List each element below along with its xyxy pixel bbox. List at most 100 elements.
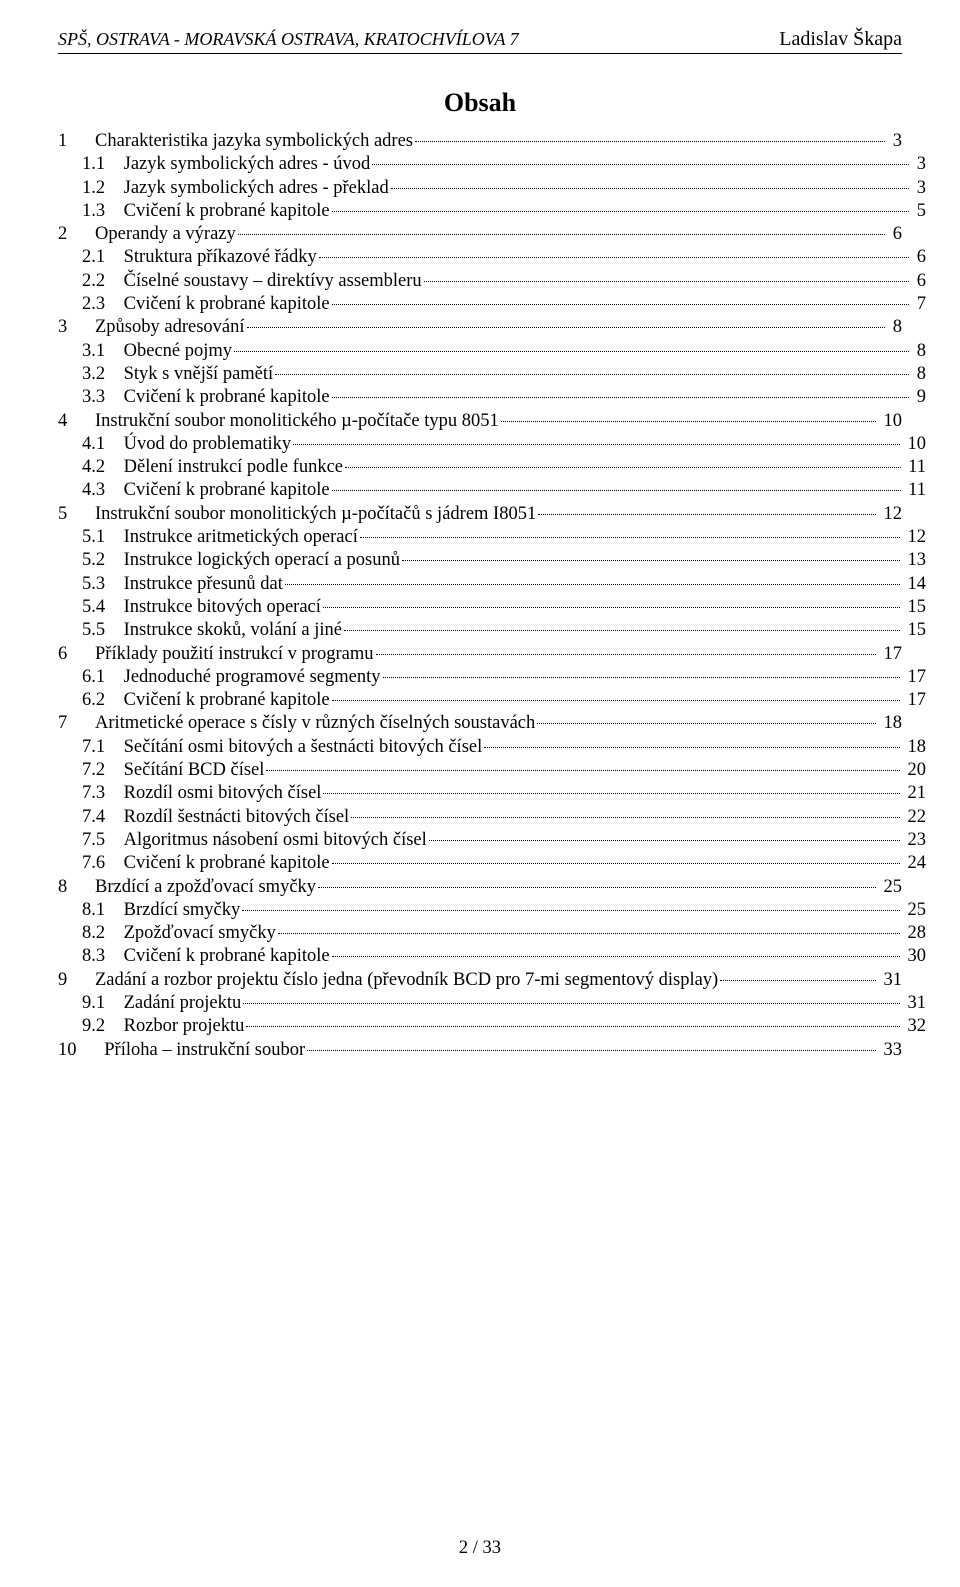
toc-text: Instrukce bitových operací: [124, 596, 321, 619]
toc-page-number: 22: [903, 806, 926, 829]
toc-page-number: 14: [903, 573, 926, 596]
toc-text: Úvod do problematiky: [124, 433, 292, 456]
toc-page-number: 8: [912, 363, 926, 386]
toc-number: 5: [58, 503, 95, 526]
toc-number: 7: [58, 712, 95, 735]
toc-leader-dots: [332, 699, 900, 701]
toc-line: 8.3 Cvičení k probrané kapitole 30: [58, 945, 926, 968]
toc-leader-dots: [332, 396, 909, 398]
toc-page-number: 30: [903, 945, 926, 968]
toc-leader-dots: [372, 163, 909, 165]
toc-page-number: 7: [912, 293, 926, 316]
toc-number: 6.1: [82, 666, 124, 689]
toc-page-number: 10: [879, 410, 902, 433]
toc-line: 5.4 Instrukce bitových operací 15: [58, 596, 926, 619]
toc-line: 5 Instrukční soubor monolitických µ-počí…: [58, 503, 902, 526]
toc-text: Cvičení k probrané kapitole: [124, 852, 330, 875]
toc-number: 7.2: [82, 759, 124, 782]
toc-text: Aritmetické operace s čísly v různých čí…: [95, 712, 535, 735]
page-footer: 2 / 33: [0, 1538, 960, 1559]
toc-page-number: 13: [903, 549, 926, 572]
toc-page-number: 12: [903, 526, 926, 549]
toc-page-number: 18: [879, 712, 902, 735]
toc-page-number: 17: [903, 689, 926, 712]
toc-leader-dots: [323, 606, 900, 608]
toc-leader-dots: [318, 886, 876, 888]
toc-leader-dots: [332, 210, 909, 212]
toc-text: Instrukce logických operací a posunů: [124, 549, 400, 572]
toc-leader-dots: [247, 326, 886, 328]
toc-leader-dots: [391, 187, 909, 189]
toc-text: Algoritmus násobení osmi bitových čísel: [124, 829, 427, 852]
toc-leader-dots: [537, 722, 876, 724]
toc-text: Dělení instrukcí podle funkce: [124, 456, 343, 479]
toc-leader-dots: [538, 513, 876, 515]
toc-page-number: 28: [903, 922, 926, 945]
toc-line: 3.3 Cvičení k probrané kapitole 9: [58, 386, 926, 409]
page: SPŠ, OSTRAVA - MORAVSKÁ OSTRAVA, KRATOCH…: [0, 0, 960, 1587]
toc-page-number: 8: [912, 340, 926, 363]
toc-page-number: 25: [879, 876, 902, 899]
toc-page-number: 33: [879, 1039, 902, 1062]
toc-line: 5.2 Instrukce logických operací a posunů…: [58, 549, 926, 572]
toc-page-number: 11: [904, 479, 926, 502]
toc-line: 3 Způsoby adresování 8: [58, 316, 902, 339]
toc-number: 10: [58, 1039, 104, 1062]
toc-number: 8: [58, 876, 95, 899]
toc-line: 6 Příklady použití instrukcí v programu …: [58, 643, 902, 666]
toc-leader-dots: [345, 466, 901, 468]
toc-number: 4.1: [82, 433, 124, 456]
toc-page-number: 10: [903, 433, 926, 456]
toc-page-number: 3: [912, 177, 926, 200]
toc-line: 5.1 Instrukce aritmetických operací 12: [58, 526, 926, 549]
toc-page-number: 31: [903, 992, 926, 1015]
toc-number: 1: [58, 130, 95, 153]
toc-line: 9 Zadání a rozbor projektu číslo jedna (…: [58, 969, 902, 992]
toc-leader-dots: [234, 350, 909, 352]
toc-page-number: 3: [888, 130, 902, 153]
toc-page-number: 11: [904, 456, 926, 479]
toc-page-number: 25: [903, 899, 926, 922]
toc-text: Číselné soustavy – direktívy assembleru: [124, 270, 422, 293]
toc-number: 5.2: [82, 549, 124, 572]
toc-text: Jednoduché programové segmenty: [124, 666, 381, 689]
toc-text: Charakteristika jazyka symbolických adre…: [95, 130, 413, 153]
toc-text: Brzdící a zpožďovací smyčky: [95, 876, 316, 899]
toc-number: 1.2: [82, 177, 124, 200]
header-right: Ladislav Škapa: [779, 28, 902, 51]
toc-page-number: 6: [888, 223, 902, 246]
toc-leader-dots: [402, 559, 900, 561]
toc-leader-dots: [278, 932, 900, 934]
toc-text: Zadání projektu: [124, 992, 242, 1015]
toc-number: 5.5: [82, 619, 124, 642]
toc-number: 1.1: [82, 153, 124, 176]
toc-page-number: 15: [903, 619, 926, 642]
table-of-contents: 1 Charakteristika jazyka symbolických ad…: [58, 130, 902, 1062]
toc-leader-dots: [429, 839, 900, 841]
toc-number: 7.3: [82, 782, 124, 805]
toc-text: Styk s vnější pamětí: [124, 363, 274, 386]
toc-line: 9.1 Zadání projektu 31: [58, 992, 926, 1015]
toc-text: Rozdíl šestnácti bitových čísel: [124, 806, 350, 829]
toc-number: 7.1: [82, 736, 124, 759]
toc-text: Cvičení k probrané kapitole: [124, 386, 330, 409]
toc-text: Cvičení k probrané kapitole: [124, 689, 330, 712]
toc-page-number: 15: [903, 596, 926, 619]
toc-line: 7.5 Algoritmus násobení osmi bitových čí…: [58, 829, 926, 852]
toc-text: Jazyk symbolických adres - překlad: [124, 177, 389, 200]
toc-page-number: 24: [903, 852, 926, 875]
toc-line: 3.1 Obecné pojmy 8: [58, 340, 926, 363]
toc-text: Brzdící smyčky: [124, 899, 241, 922]
page-title: Obsah: [58, 88, 902, 118]
toc-text: Cvičení k probrané kapitole: [124, 200, 330, 223]
toc-number: 3.2: [82, 363, 124, 386]
toc-line: 2.2 Číselné soustavy – direktívy assembl…: [58, 270, 926, 293]
toc-text: Instrukce aritmetických operací: [124, 526, 358, 549]
toc-number: 2.3: [82, 293, 124, 316]
toc-leader-dots: [501, 420, 876, 422]
toc-text: Struktura příkazové řádky: [124, 246, 317, 269]
toc-number: 9: [58, 969, 95, 992]
toc-line: 2.1 Struktura příkazové řádky 6: [58, 246, 926, 269]
toc-text: Rozdíl osmi bitových čísel: [124, 782, 322, 805]
toc-text: Cvičení k probrané kapitole: [124, 293, 330, 316]
